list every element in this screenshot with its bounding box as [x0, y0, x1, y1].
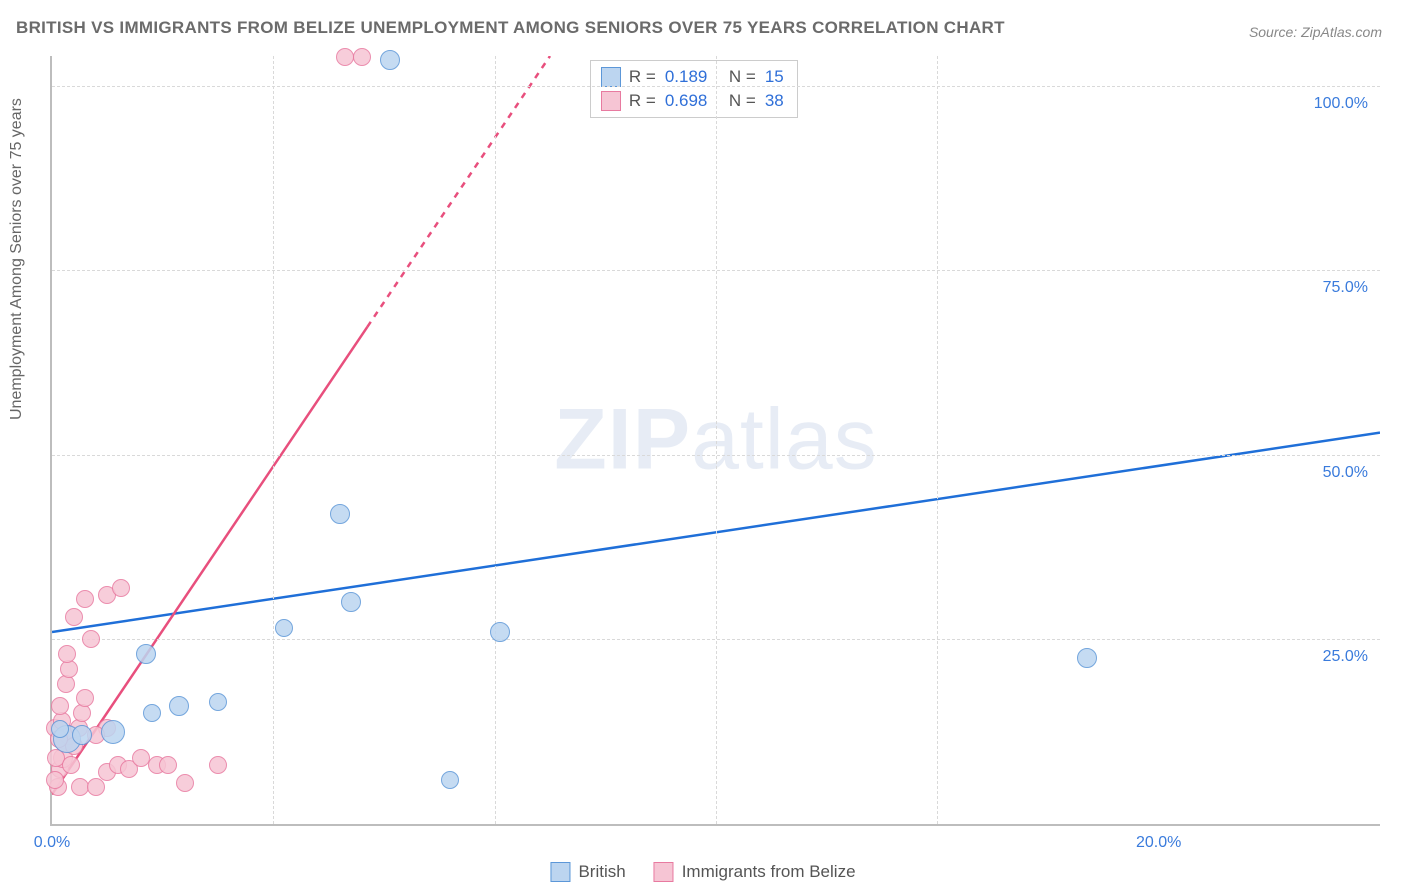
point-belize: [336, 48, 354, 66]
point-belize: [76, 590, 94, 608]
gridline-v: [495, 56, 496, 824]
plot-area: ZIPatlas R = 0.189 N = 15 R = 0.698 N = …: [50, 56, 1380, 826]
watermark-bold: ZIP: [554, 392, 691, 488]
point-belize: [82, 630, 100, 648]
point-british: [209, 693, 227, 711]
y-tick-label: 50.0%: [1323, 464, 1368, 482]
point-british: [143, 704, 161, 722]
point-belize: [132, 749, 150, 767]
legend-item-belize: Immigrants from Belize: [654, 862, 856, 882]
swatch-british: [550, 862, 570, 882]
point-belize: [71, 778, 89, 796]
point-british: [1077, 648, 1097, 668]
point-belize: [46, 771, 64, 789]
point-british: [101, 720, 125, 744]
point-british: [441, 771, 459, 789]
n-value-british: 15: [765, 67, 787, 87]
legend-label-belize: Immigrants from Belize: [682, 862, 856, 882]
point-belize: [58, 645, 76, 663]
swatch-belize: [654, 862, 674, 882]
r-label: R =: [629, 67, 657, 87]
point-british: [341, 592, 361, 612]
point-british: [72, 725, 92, 745]
chart-title: BRITISH VS IMMIGRANTS FROM BELIZE UNEMPL…: [16, 18, 1005, 38]
point-british: [136, 644, 156, 664]
point-belize: [353, 48, 371, 66]
y-tick-label: 75.0%: [1323, 279, 1368, 297]
point-belize: [209, 756, 227, 774]
legend-label-british: British: [578, 862, 625, 882]
point-belize: [112, 579, 130, 597]
point-british: [51, 720, 69, 738]
source-label: Source: ZipAtlas.com: [1249, 24, 1382, 40]
trend-belize-dashed: [367, 56, 550, 327]
point-belize: [159, 756, 177, 774]
n-label: N =: [729, 67, 757, 87]
y-axis-title: Unemployment Among Seniors over 75 years: [8, 98, 26, 420]
point-belize: [87, 778, 105, 796]
correlation-legend: R = 0.189 N = 15 R = 0.698 N = 38: [590, 60, 798, 118]
swatch-belize: [601, 91, 621, 111]
point-british: [380, 50, 400, 70]
point-british: [490, 622, 510, 642]
legend-item-british: British: [550, 862, 625, 882]
r-label: R =: [629, 91, 657, 111]
point-belize: [76, 689, 94, 707]
n-value-belize: 38: [765, 91, 787, 111]
legend-row-belize: R = 0.698 N = 38: [601, 89, 787, 113]
series-legend: British Immigrants from Belize: [550, 862, 855, 882]
point-british: [169, 696, 189, 716]
r-value-belize: 0.698: [665, 91, 721, 111]
point-belize: [51, 697, 69, 715]
x-tick-label: 0.0%: [34, 834, 70, 852]
watermark-rest: atlas: [691, 392, 878, 488]
y-tick-label: 25.0%: [1323, 648, 1368, 666]
point-belize: [62, 756, 80, 774]
point-belize: [65, 608, 83, 626]
gridline-v: [937, 56, 938, 824]
gridline-v: [716, 56, 717, 824]
r-value-british: 0.189: [665, 67, 721, 87]
n-label: N =: [729, 91, 757, 111]
y-tick-label: 100.0%: [1314, 95, 1368, 113]
point-british: [330, 504, 350, 524]
point-british: [275, 619, 293, 637]
x-tick-label: 20.0%: [1136, 834, 1181, 852]
swatch-british: [601, 67, 621, 87]
gridline-v: [273, 56, 274, 824]
point-belize: [176, 774, 194, 792]
